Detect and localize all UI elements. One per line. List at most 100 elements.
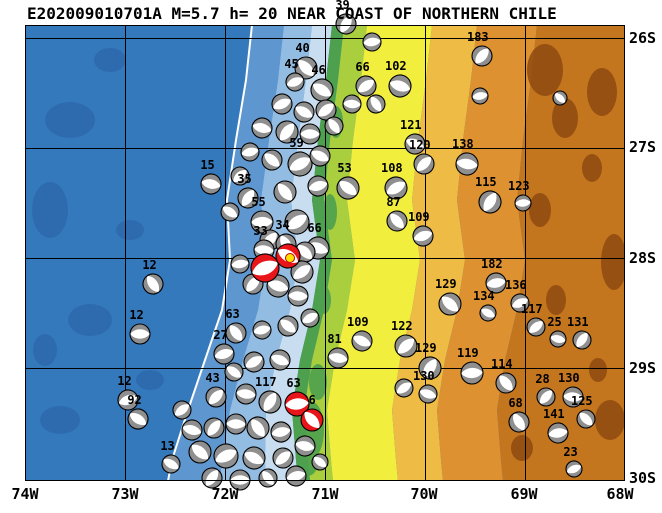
focal-mechanism (129, 323, 151, 345)
focal-mechanism (201, 467, 223, 489)
event-number-label: 66 (307, 221, 322, 235)
event-number-label: 66 (355, 60, 370, 74)
focal-mechanism (404, 133, 426, 155)
focal-mechanism (270, 421, 292, 443)
focal-mechanism (514, 194, 532, 212)
event-number-label: 115 (474, 175, 497, 189)
focal-mechanism (412, 225, 434, 247)
event-number-label: 63 (225, 307, 240, 321)
event-number-label: 23 (563, 445, 578, 459)
focal-mechanism (127, 408, 149, 430)
focal-mechanism (251, 117, 273, 139)
event-number-label: 129 (414, 341, 437, 355)
focal-mechanism (394, 334, 418, 358)
focal-mechanism (277, 315, 299, 337)
latitude-label: 30S (629, 469, 657, 487)
focal-mechanism (246, 416, 270, 440)
focal-mechanism (327, 347, 349, 369)
event-number-label: 182 (480, 257, 503, 271)
event-number-label: 33 (253, 224, 268, 238)
event-number-label: 119 (456, 346, 479, 360)
grid-line-horizontal (25, 368, 625, 369)
focal-mechanism (510, 293, 530, 313)
focal-mechanism (478, 190, 502, 214)
focal-mechanism (471, 45, 493, 67)
focal-mechanism (455, 152, 479, 176)
event-number-label: 45 (284, 57, 299, 71)
high-andes-patches (511, 44, 625, 461)
focal-mechanism (438, 292, 462, 316)
focal-mechanism (271, 93, 293, 115)
event-number-label: 68 (508, 396, 523, 410)
focal-mechanism (250, 210, 274, 234)
event-number-label: 141 (542, 407, 565, 421)
event-number-label: 43 (205, 371, 220, 385)
focal-mechanism (572, 330, 592, 350)
longitude-label: 73W (111, 485, 139, 503)
focal-mechanism (300, 308, 320, 328)
event-number-label: 109 (407, 210, 430, 224)
focal-mechanism (235, 383, 257, 405)
focal-mechanism (172, 400, 192, 420)
focal-mechanism (203, 417, 225, 439)
event-number-label: 12 (142, 258, 157, 272)
focal-mechanism (261, 149, 283, 171)
focal-mechanism (225, 322, 247, 344)
focal-mechanism (355, 75, 377, 97)
focal-mechanism (294, 435, 316, 457)
focal-mechanism (230, 166, 250, 186)
focal-mechanism (242, 446, 266, 470)
event-number-label: 13 (160, 439, 175, 453)
focal-mechanism (309, 145, 331, 167)
event-number-label: 130 (557, 371, 580, 385)
focal-mechanism (526, 317, 546, 337)
focal-mechanism (552, 90, 568, 106)
focal-mechanism (311, 453, 329, 471)
focal-mechanism (413, 153, 435, 175)
longitude-label: 71W (311, 485, 339, 503)
longitude-label: 69W (510, 485, 538, 503)
focal-mechanism (200, 173, 222, 195)
event-number-label: 12 (129, 308, 144, 322)
event-number-label: 87 (386, 195, 401, 209)
event-number-label: 183 (466, 30, 489, 44)
focal-mechanism (351, 330, 373, 352)
main-event-marker (285, 253, 295, 263)
event-number-label: 81 (327, 332, 342, 346)
focal-mechanism (258, 468, 278, 488)
grid-line-vertical (225, 25, 226, 481)
event-number-label: 125 (570, 394, 593, 408)
event-number-label: 102 (384, 59, 407, 73)
focal-mechanism (362, 32, 382, 52)
event-number-label: 123 (507, 179, 530, 193)
focal-mechanism (161, 454, 181, 474)
focal-mechanism-red (250, 253, 280, 283)
event-number-label: 40 (295, 41, 310, 55)
focal-mechanism (287, 285, 309, 307)
event-number-label: 108 (380, 161, 403, 175)
focal-mechanism (495, 372, 517, 394)
focal-mechanism (266, 274, 290, 298)
event-number-label: 117 (520, 302, 543, 316)
focal-mechanism (307, 175, 329, 197)
focal-mechanism (565, 460, 583, 478)
event-number-label: 34 (275, 218, 290, 232)
focal-mechanism (460, 361, 484, 385)
focal-mechanism (549, 330, 567, 348)
event-number-label: 55 (251, 195, 266, 209)
focal-mechanism (230, 254, 250, 274)
focal-mechanism (142, 273, 164, 295)
focal-mechanism (275, 120, 299, 144)
event-number-label: 121 (399, 118, 422, 132)
focal-mechanism (335, 13, 357, 35)
focal-mechanism (547, 422, 569, 444)
event-number-label: 35 (237, 172, 252, 186)
grid-line-vertical (525, 25, 526, 481)
focal-mechanism (269, 349, 291, 371)
figure-title: E202009010701A M=5.7 h= 20 NEAR COAST OF… (27, 4, 557, 23)
event-number-label: 28 (535, 372, 550, 386)
focal-mechanism (479, 304, 497, 322)
focal-mechanism (225, 413, 247, 435)
focal-mechanism (315, 99, 337, 121)
